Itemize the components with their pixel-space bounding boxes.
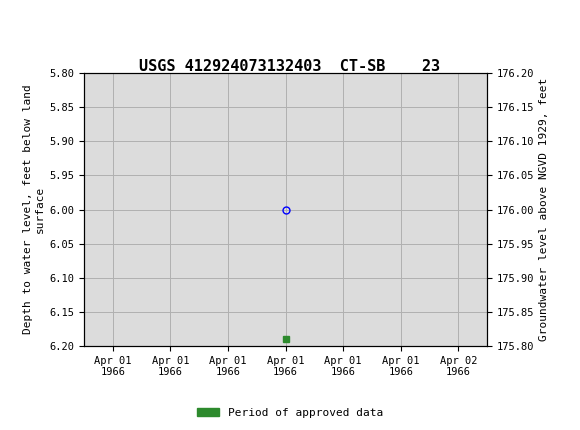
Y-axis label: Depth to water level, feet below land
surface: Depth to water level, feet below land su… bbox=[23, 85, 45, 335]
Text: USGS 412924073132403  CT-SB    23: USGS 412924073132403 CT-SB 23 bbox=[139, 59, 441, 74]
Y-axis label: Groundwater level above NGVD 1929, feet: Groundwater level above NGVD 1929, feet bbox=[539, 78, 549, 341]
Legend: Period of approved data: Period of approved data bbox=[193, 403, 387, 422]
Text: USGS: USGS bbox=[36, 8, 91, 26]
